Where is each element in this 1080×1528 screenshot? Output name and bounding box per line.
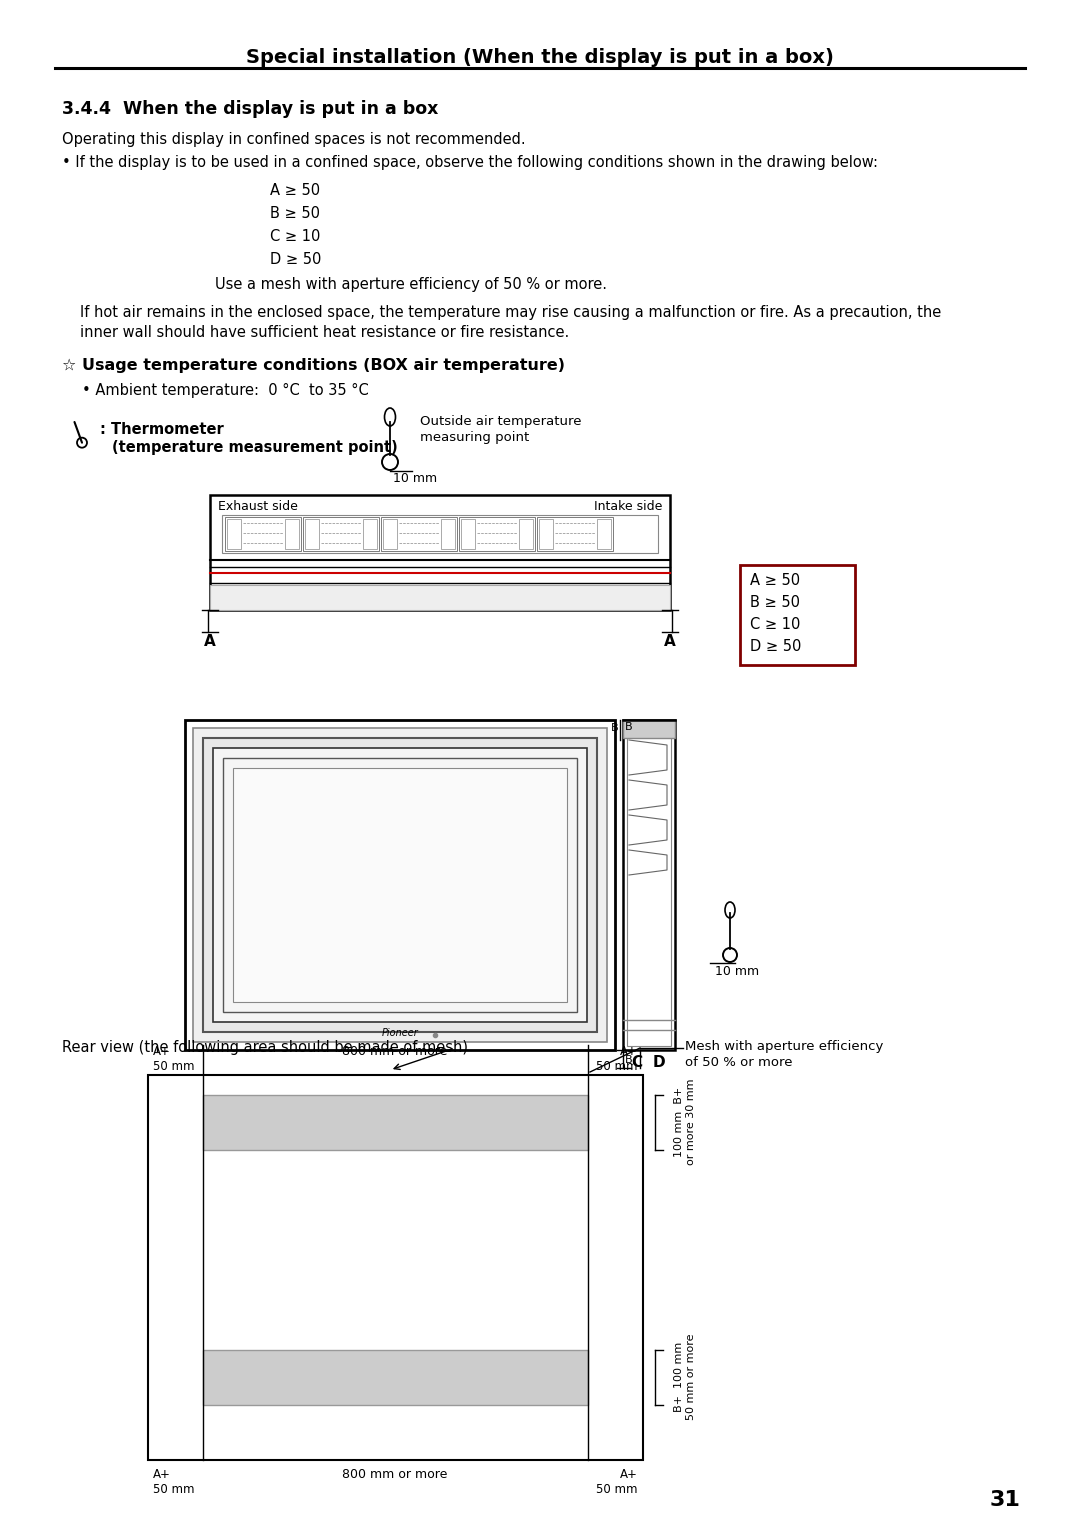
Text: C ≥ 10: C ≥ 10 <box>270 229 321 244</box>
Bar <box>441 520 455 549</box>
Text: : Thermometer: : Thermometer <box>100 422 224 437</box>
Bar <box>185 720 615 1050</box>
Text: D ≥ 50: D ≥ 50 <box>750 639 801 654</box>
Text: 100 mm  B+
or more 30 mm: 100 mm B+ or more 30 mm <box>674 1079 696 1166</box>
Text: A: A <box>204 634 216 649</box>
Text: B: B <box>625 1054 633 1065</box>
Text: 10 mm: 10 mm <box>393 472 437 484</box>
Bar <box>203 1351 588 1406</box>
Bar <box>213 749 588 1022</box>
Text: Pioneer: Pioneer <box>381 1028 418 1038</box>
Text: • Ambient temperature:  0 °C  to 35 °C: • Ambient temperature: 0 °C to 35 °C <box>82 384 368 397</box>
Bar <box>381 516 457 552</box>
Text: B: B <box>625 723 633 732</box>
Bar <box>193 727 607 1042</box>
Bar <box>537 516 613 552</box>
Text: of 50 % or more: of 50 % or more <box>685 1056 793 1070</box>
Text: B+  100 mm
50 mm or more: B+ 100 mm 50 mm or more <box>674 1334 696 1420</box>
Text: D: D <box>653 1054 665 1070</box>
Text: D ≥ 50: D ≥ 50 <box>270 252 322 267</box>
Bar <box>210 495 670 610</box>
Text: B: B <box>610 723 618 733</box>
Text: ☆ Usage temperature conditions (BOX air temperature): ☆ Usage temperature conditions (BOX air … <box>62 358 565 373</box>
Bar <box>519 520 534 549</box>
Text: 31: 31 <box>989 1490 1020 1510</box>
Bar <box>222 515 658 553</box>
Text: A+
50 mm: A+ 50 mm <box>596 1468 638 1496</box>
Text: C: C <box>631 1054 643 1070</box>
Text: measuring point: measuring point <box>420 431 529 445</box>
Text: A ≥ 50: A ≥ 50 <box>270 183 320 199</box>
Bar <box>303 516 379 552</box>
Text: If hot air remains in the enclosed space, the temperature may rise causing a mal: If hot air remains in the enclosed space… <box>80 306 942 319</box>
Text: Use a mesh with aperture efficiency of 50 % or more.: Use a mesh with aperture efficiency of 5… <box>215 277 607 292</box>
Text: 800 mm or more: 800 mm or more <box>342 1468 448 1481</box>
Bar <box>285 520 299 549</box>
Text: C ≥ 10: C ≥ 10 <box>750 617 800 633</box>
Text: Outside air temperature: Outside air temperature <box>420 416 581 428</box>
Text: Special installation (When the display is put in a box): Special installation (When the display i… <box>246 47 834 67</box>
Bar <box>461 520 475 549</box>
Text: 3.4.4  When the display is put in a box: 3.4.4 When the display is put in a box <box>62 99 438 118</box>
Bar <box>148 1076 643 1459</box>
Text: B ≥ 50: B ≥ 50 <box>750 594 800 610</box>
Bar <box>227 520 241 549</box>
Text: 800 mm or more: 800 mm or more <box>342 1045 448 1057</box>
Bar <box>383 520 397 549</box>
Bar <box>222 758 577 1012</box>
Bar <box>597 520 611 549</box>
Bar <box>210 585 670 610</box>
Bar <box>539 520 553 549</box>
Text: (temperature measurement point): (temperature measurement point) <box>112 440 397 455</box>
Bar <box>459 516 535 552</box>
Text: A: A <box>664 634 676 649</box>
Text: 10 mm: 10 mm <box>715 966 759 978</box>
Text: Rear view (the following area should be made of mesh): Rear view (the following area should be … <box>62 1041 468 1054</box>
Text: A ≥ 50: A ≥ 50 <box>750 573 800 588</box>
Text: inner wall should have sufficient heat resistance or fire resistance.: inner wall should have sufficient heat r… <box>80 325 569 341</box>
Text: A+
50 mm: A+ 50 mm <box>153 1468 194 1496</box>
Text: • If the display is to be used in a confined space, observe the following condit: • If the display is to be used in a conf… <box>62 154 878 170</box>
Text: Exhaust side: Exhaust side <box>218 500 298 513</box>
Bar <box>623 720 675 1050</box>
Text: Intake side: Intake side <box>594 500 662 513</box>
Text: A+
50 mm: A+ 50 mm <box>153 1045 194 1073</box>
Text: Mesh with aperture efficiency: Mesh with aperture efficiency <box>685 1041 883 1053</box>
Text: Operating this display in confined spaces is not recommended.: Operating this display in confined space… <box>62 131 526 147</box>
Bar <box>623 720 675 738</box>
Bar <box>740 565 855 665</box>
Text: B ≥ 50: B ≥ 50 <box>270 206 320 222</box>
Bar <box>203 738 597 1031</box>
Bar <box>203 1096 588 1151</box>
Bar <box>627 724 671 1047</box>
Bar <box>225 516 301 552</box>
Bar <box>305 520 319 549</box>
Bar <box>233 769 567 1002</box>
Text: A+
50 mm: A+ 50 mm <box>596 1045 638 1073</box>
Bar <box>363 520 377 549</box>
